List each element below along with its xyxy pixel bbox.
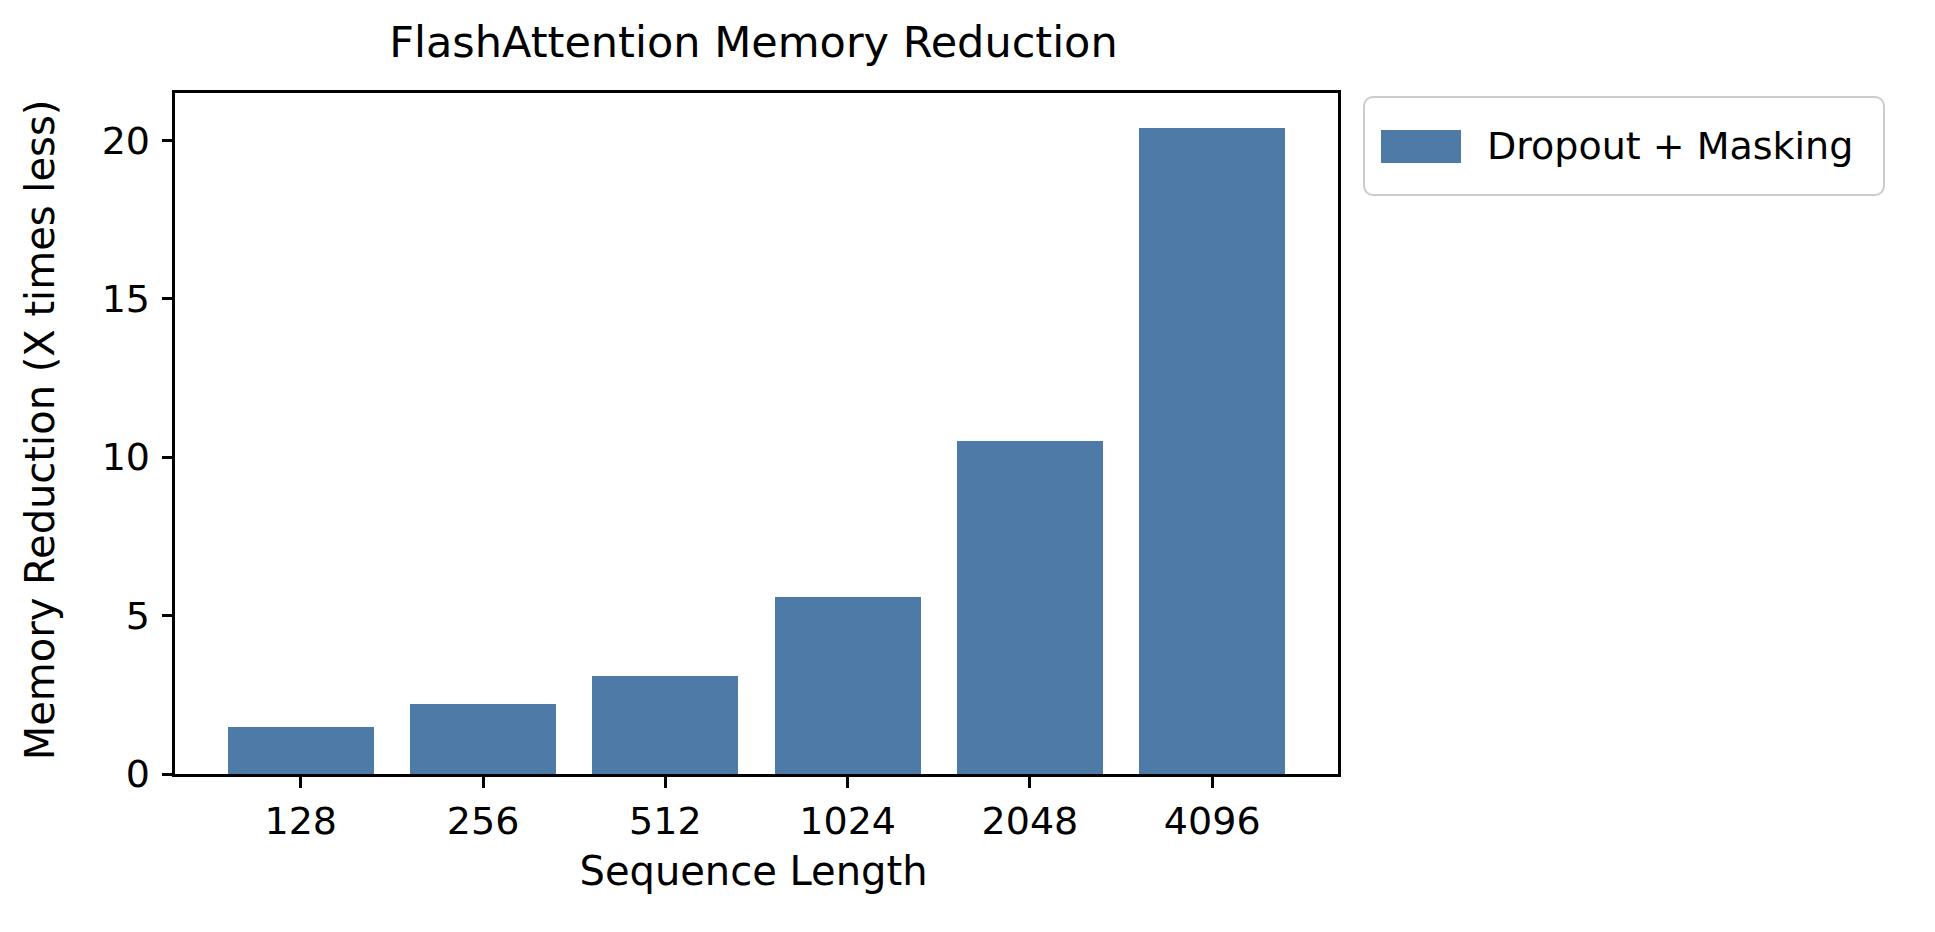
x-axis-label: Sequence Length	[172, 848, 1335, 894]
legend-swatch	[1381, 130, 1461, 163]
y-tick-label: 5	[0, 597, 150, 635]
x-tick-mark	[299, 777, 302, 788]
legend-label: Dropout + Masking	[1487, 124, 1853, 168]
y-tick-mark	[162, 297, 172, 300]
bar-4096	[1139, 128, 1285, 774]
y-axis-label: Memory Reduction (X times less)	[17, 100, 63, 761]
figure: FlashAttention Memory Reduction Memory R…	[0, 0, 1935, 932]
y-tick-label: 10	[0, 438, 150, 476]
x-tick-mark	[482, 777, 485, 788]
y-tick-label: 0	[0, 755, 150, 793]
chart-title: FlashAttention Memory Reduction	[172, 16, 1335, 68]
bar-512	[592, 676, 738, 774]
bar-2048	[957, 441, 1103, 774]
x-tick-mark	[1028, 777, 1031, 788]
x-tick-mark	[664, 777, 667, 788]
plot-area: 05101520128256512102420484096	[172, 90, 1341, 777]
x-tick-mark	[1211, 777, 1214, 788]
y-tick-mark	[162, 773, 172, 776]
bar-128	[228, 727, 374, 775]
bar-256	[410, 704, 556, 774]
x-tick-mark	[846, 777, 849, 788]
y-tick-mark	[162, 614, 172, 617]
legend: Dropout + Masking	[1363, 96, 1885, 196]
x-tick-label: 4096	[1102, 799, 1322, 843]
y-tick-mark	[162, 456, 172, 459]
y-tick-label: 20	[0, 122, 150, 160]
y-tick-mark	[162, 139, 172, 142]
bar-1024	[775, 597, 921, 774]
y-tick-label: 15	[0, 280, 150, 318]
